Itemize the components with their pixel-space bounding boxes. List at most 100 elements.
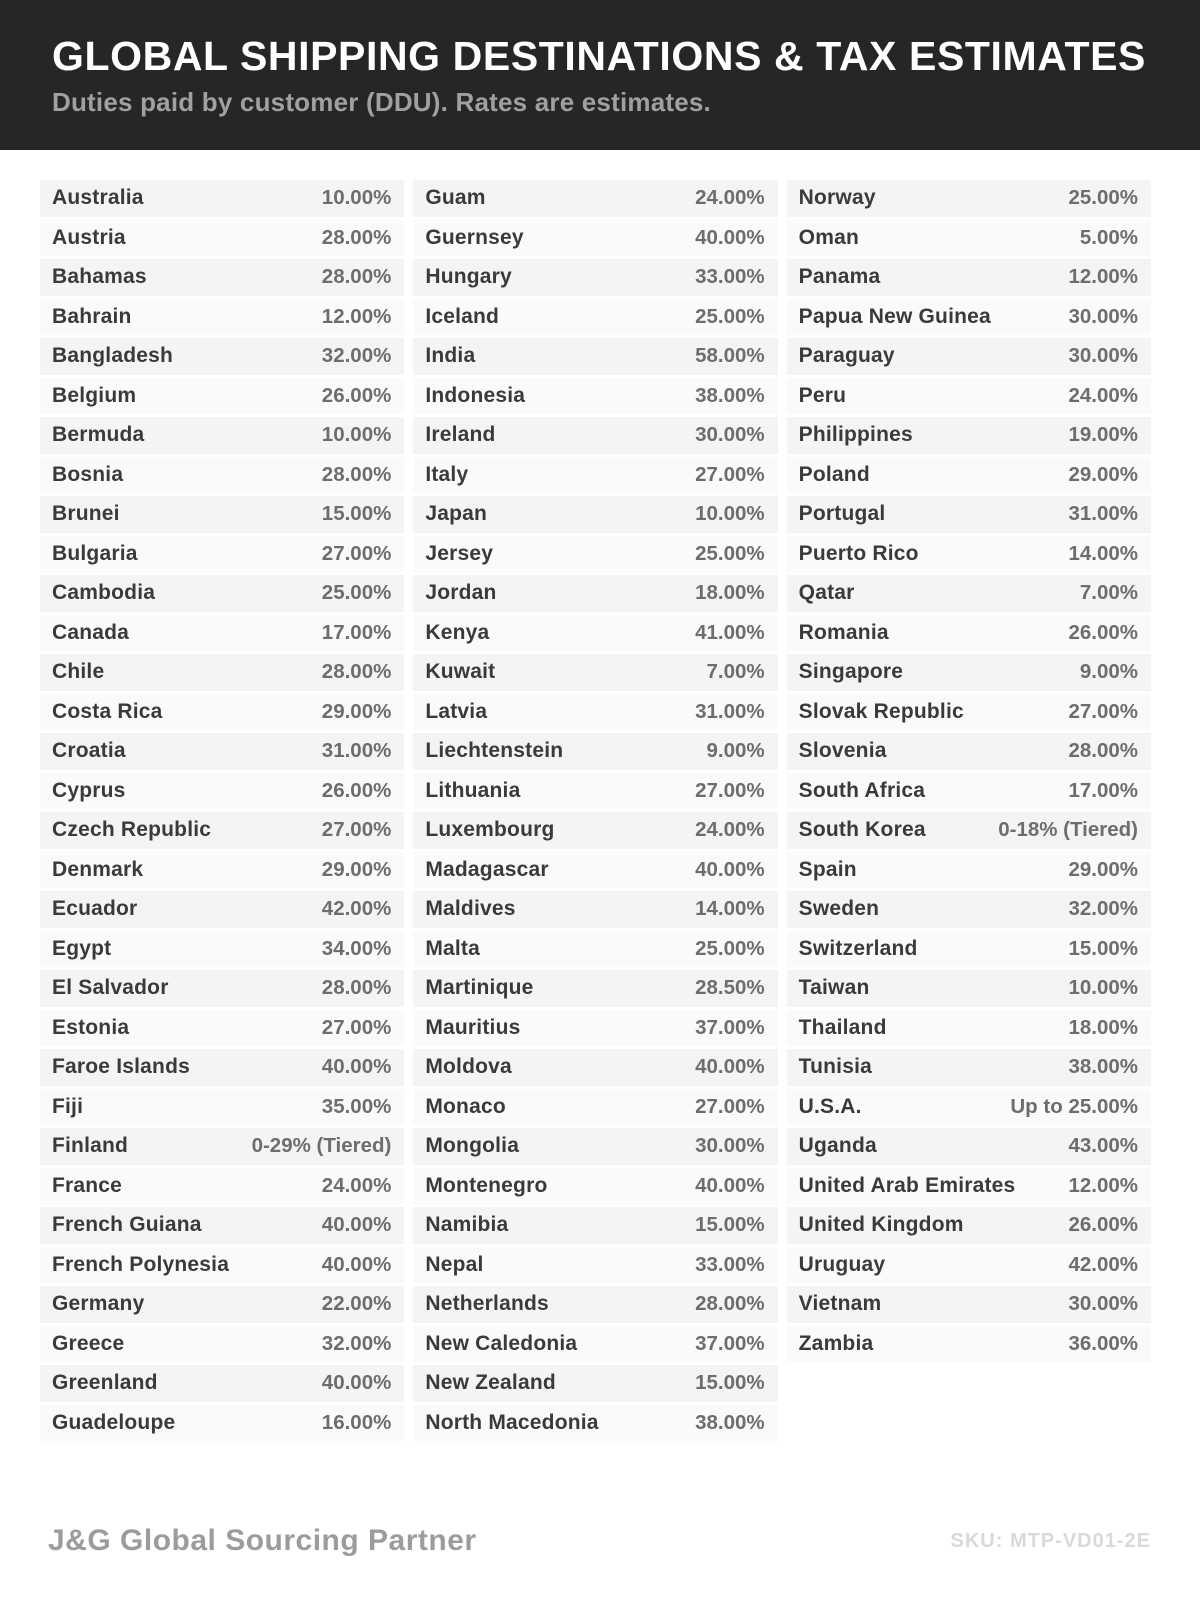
rate-row: Greenland 40.00% [40, 1365, 405, 1402]
tax-rate: 29.00% [1068, 462, 1138, 486]
tax-rate: 28.00% [695, 1292, 765, 1316]
country-name: Paraguay [798, 344, 895, 368]
rate-row: Faroe Islands 40.00% [40, 1049, 405, 1086]
tax-rate: 27.00% [695, 1094, 765, 1118]
tax-rate: 15.00% [695, 1213, 765, 1237]
tax-rate: 28.00% [321, 976, 392, 1000]
country-name: Ecuador [52, 897, 138, 921]
tax-rate: 42.00% [321, 897, 392, 921]
tax-rate: 40.00% [695, 1055, 765, 1079]
tax-rate: 9.00% [706, 739, 765, 763]
tax-rate: 38.00% [695, 1410, 765, 1434]
tax-rate: 0-29% (Tiered) [251, 1134, 392, 1158]
rate-row: Belgium 26.00% [40, 377, 405, 414]
tax-rate: 30.00% [1068, 304, 1138, 328]
country-name: Papua New Guinea [798, 304, 991, 328]
rates-table: Australia 10.00% Austria 28.00% Bahamas 28.00… [40, 180, 1151, 1441]
rate-row: Jersey 25.00% [413, 535, 778, 572]
rate-row: Guam 24.00% [413, 180, 778, 217]
country-name: Cambodia [52, 581, 156, 605]
tax-rate: 12.00% [1068, 265, 1138, 289]
tax-rate: 28.00% [321, 265, 392, 289]
tax-rate: 0-18% (Tiered) [998, 818, 1138, 842]
rate-row: Monaco 27.00% [413, 1088, 778, 1125]
country-name: Romania [798, 620, 889, 644]
tax-rate: 30.00% [695, 423, 765, 447]
country-name: Panama [798, 265, 881, 289]
tax-rate: 15.00% [321, 502, 392, 526]
rate-row: Romania 26.00% [786, 614, 1151, 651]
rate-row: Bahamas 28.00% [40, 259, 405, 296]
tax-rate: 24.00% [695, 186, 765, 210]
country-name: Ireland [425, 423, 496, 447]
country-name: Latvia [425, 699, 488, 723]
country-name: Switzerland [798, 936, 918, 960]
tax-rate: 43.00% [1068, 1134, 1138, 1158]
country-name: Bangladesh [52, 344, 174, 368]
rate-row: Zambia 36.00% [786, 1325, 1151, 1362]
country-name: Slovak Republic [798, 699, 964, 723]
tax-rate: 32.00% [321, 1331, 392, 1355]
tax-rate: 40.00% [321, 1252, 392, 1276]
tax-rate: 18.00% [1068, 1015, 1138, 1039]
country-name: Montenegro [425, 1173, 548, 1197]
rate-row: Lithuania 27.00% [413, 772, 778, 809]
rate-row: Ireland 30.00% [413, 417, 778, 454]
country-name: Bahamas [52, 265, 147, 289]
rate-row: Moldova 40.00% [413, 1049, 778, 1086]
country-name: Moldova [425, 1055, 512, 1079]
tax-rate: 19.00% [1068, 423, 1138, 447]
country-name: India [425, 344, 476, 368]
rate-row: Costa Rica 29.00% [40, 693, 405, 730]
country-name: Malta [425, 936, 481, 960]
country-name: Poland [798, 462, 870, 486]
tax-rate: 16.00% [321, 1410, 392, 1434]
country-name: North Macedonia [425, 1410, 599, 1434]
tax-rate: 25.00% [321, 581, 392, 605]
country-name: Uganda [798, 1134, 877, 1158]
rate-row: French Guiana 40.00% [40, 1207, 405, 1244]
rate-row: Estonia 27.00% [40, 1009, 405, 1046]
country-name: Monaco [425, 1094, 506, 1118]
country-name: Uruguay [798, 1252, 886, 1276]
rate-row: Taiwan 10.00% [786, 970, 1151, 1007]
rate-row: Qatar 7.00% [786, 575, 1151, 612]
tax-rate: 42.00% [1068, 1252, 1138, 1276]
rate-row: Bulgaria 27.00% [40, 535, 405, 572]
tax-rate: 58.00% [695, 344, 765, 368]
tax-rate: 31.00% [1068, 502, 1138, 526]
tax-rate: 27.00% [1068, 699, 1138, 723]
country-name: Indonesia [425, 383, 526, 407]
page-title: GLOBAL SHIPPING DESTINATIONS & TAX ESTIM… [52, 33, 1146, 79]
sku-label: SKU: MTP-VD01-2E [950, 1529, 1151, 1552]
rate-row: Malta 25.00% [413, 930, 778, 967]
country-name: Japan [425, 502, 488, 526]
country-name: Sweden [798, 897, 880, 921]
rate-row: Chile 28.00% [40, 654, 405, 691]
rate-row: Italy 27.00% [413, 456, 778, 493]
rate-row: Hungary 33.00% [413, 259, 778, 296]
tax-rate: 24.00% [321, 1173, 392, 1197]
rate-row: Liechtenstein 9.00% [413, 733, 778, 770]
tax-rate: 26.00% [321, 778, 392, 802]
rate-row: South Africa 17.00% [786, 772, 1151, 809]
country-name: Portugal [798, 502, 886, 526]
country-name: Kenya [425, 620, 490, 644]
country-name: Finland [52, 1134, 129, 1158]
tax-rate: 31.00% [695, 699, 765, 723]
rate-row: Australia 10.00% [40, 180, 405, 217]
tax-rate: 25.00% [1068, 186, 1138, 210]
tax-rate: 24.00% [1068, 383, 1138, 407]
tax-rate: 10.00% [321, 186, 392, 210]
country-name: Brunei [52, 502, 120, 526]
country-name: U.S.A. [798, 1094, 862, 1118]
rate-row: Indonesia 38.00% [413, 377, 778, 414]
tax-rate: 28.00% [1068, 739, 1138, 763]
country-name: Madagascar [425, 857, 549, 881]
rate-row: New Caledonia 37.00% [413, 1325, 778, 1362]
country-name: Kuwait [425, 660, 496, 684]
tax-rate: 33.00% [695, 265, 765, 289]
rate-row: Uganda 43.00% [786, 1128, 1151, 1165]
rate-row: Slovak Republic 27.00% [786, 693, 1151, 730]
country-name: Guam [425, 186, 486, 210]
